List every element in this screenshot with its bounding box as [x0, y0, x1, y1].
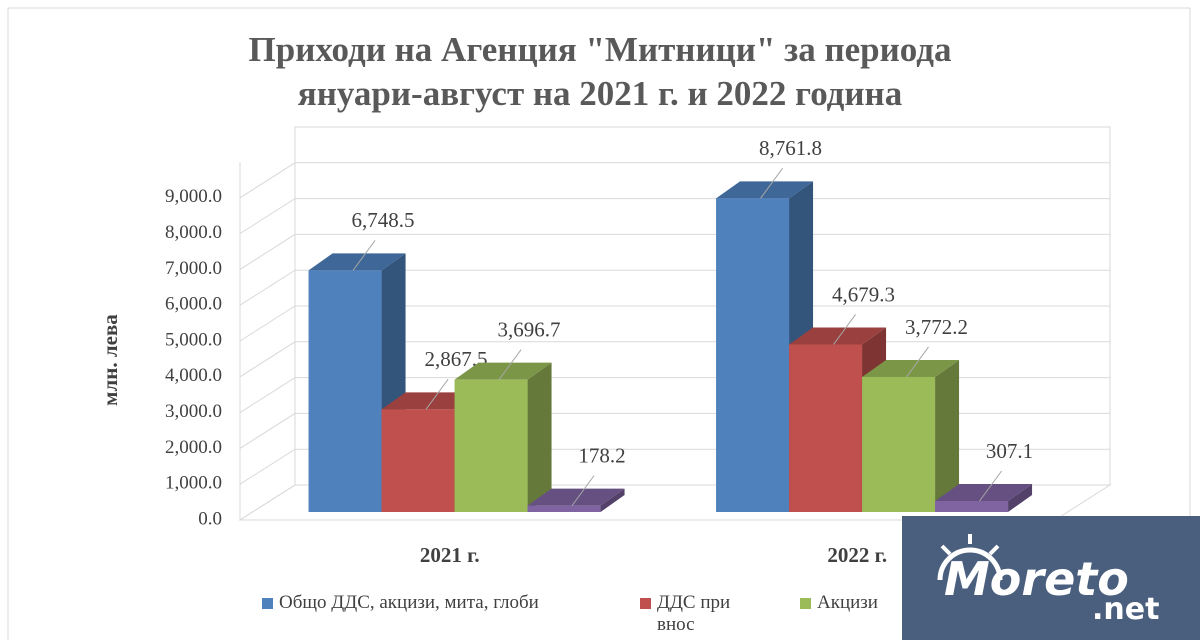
- bar-side: [1008, 484, 1033, 512]
- label-leader: [760, 168, 783, 199]
- bar: [308, 270, 382, 512]
- grid-line: [239, 305, 1110, 342]
- legend-marker: [800, 598, 811, 609]
- grid-line: [239, 198, 1110, 235]
- chart-border: [7, 7, 1191, 640]
- bar-top: [935, 484, 1033, 502]
- bar: [381, 409, 455, 512]
- logo-sun: [937, 534, 1003, 581]
- label-leader: [833, 314, 856, 345]
- y-tick-label: 2,000.0: [165, 437, 222, 458]
- chart-title: Приходи на Агенция "Митници" за периода …: [248, 30, 952, 113]
- y-tick-label: 5,000.0: [165, 329, 222, 350]
- value-label: 178.2: [578, 443, 625, 467]
- value-label: 3,772.2: [905, 315, 968, 339]
- value-label: 8,761.8: [759, 136, 822, 160]
- legend-label: Акцизи: [817, 592, 878, 613]
- legend-label: ДДС при внос: [657, 592, 731, 635]
- bar-top: [862, 359, 960, 377]
- bar-side: [600, 488, 625, 512]
- label-leader: [425, 379, 449, 410]
- value-label: 3,696.7: [498, 317, 561, 341]
- legend-marker: [640, 598, 651, 609]
- y-axis-title: млн. лева: [98, 314, 122, 406]
- legend-marker: [262, 598, 273, 609]
- value-label: 307.1: [986, 439, 1033, 463]
- logo-text: Moreto: [944, 552, 1129, 606]
- bar-top: [381, 392, 479, 410]
- value-label: 6,748.5: [352, 208, 415, 232]
- bar: [789, 344, 863, 512]
- bar-top: [454, 362, 552, 380]
- bar-top: [308, 253, 406, 271]
- label-leader: [906, 346, 929, 378]
- watermark-logo: Moreto .net: [902, 516, 1200, 640]
- bar: [935, 501, 1009, 512]
- y-tick-label: 6,000.0: [165, 294, 222, 315]
- y-tick-label: 7,000.0: [165, 258, 222, 279]
- y-tick-label: 4,000.0: [165, 365, 222, 386]
- label-leader: [979, 470, 1002, 502]
- bar-side: [935, 359, 960, 512]
- legend-item: Общо ДДС, акцизи, мита, глоби: [262, 592, 539, 614]
- bar: [527, 505, 601, 512]
- legend-label: Общо ДДС, акцизи, мита, глоби: [279, 592, 539, 613]
- x-tick-label: 2021 г.: [420, 543, 480, 567]
- y-tick-label: 8,000.0: [165, 222, 222, 243]
- label-leader: [352, 240, 376, 271]
- y-tick-label: 0.0: [198, 508, 222, 529]
- x-tick-label: 2022 г.: [827, 543, 887, 567]
- legend-item: Акцизи: [800, 592, 878, 614]
- bar: [454, 379, 528, 512]
- legend-item: ДДС при внос: [640, 592, 757, 636]
- label-leader: [571, 475, 595, 506]
- grid-line: [239, 269, 1110, 306]
- logo-suffix: .net: [1092, 592, 1160, 627]
- bar-top: [716, 181, 814, 199]
- y-tick-label: 1,000.0: [165, 473, 222, 494]
- y-tick-label: 9,000.0: [165, 186, 222, 207]
- bar-top: [789, 327, 887, 345]
- label-leader: [498, 349, 522, 380]
- bar: [716, 198, 790, 512]
- y-tick-label: 3,000.0: [165, 401, 222, 422]
- value-label: 4,679.3: [832, 282, 895, 306]
- bar: [862, 376, 936, 512]
- bar-top: [527, 488, 625, 506]
- grid-line: [239, 233, 1110, 270]
- grid-line: [239, 162, 1110, 199]
- bar-side: [527, 362, 552, 512]
